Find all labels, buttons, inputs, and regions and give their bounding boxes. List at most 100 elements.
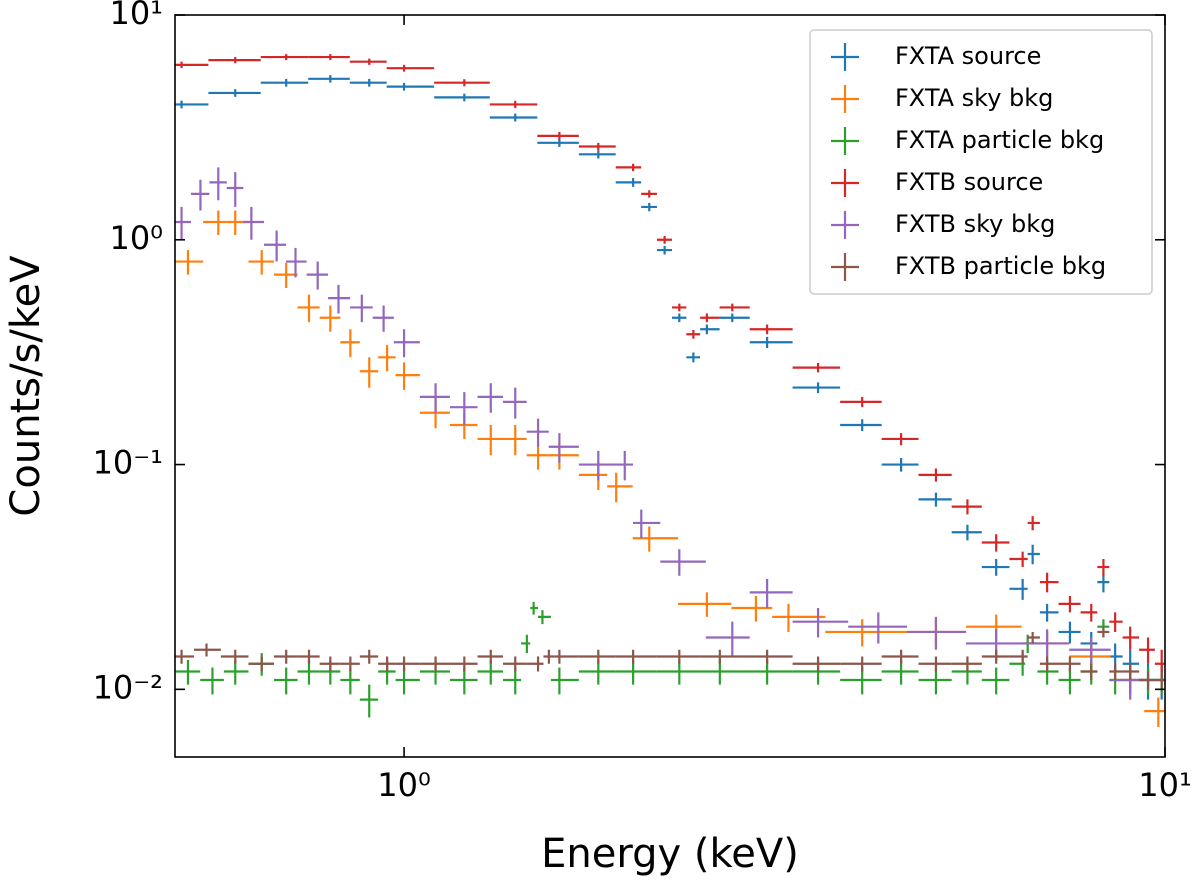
error-cross <box>395 362 420 390</box>
legend-label: FXTA sky bkg <box>895 84 1053 112</box>
x-tick-label: 10⁰ <box>377 766 431 804</box>
error-cross <box>190 179 210 211</box>
error-cross <box>530 601 539 615</box>
error-cross <box>611 450 634 481</box>
error-cross <box>1009 649 1028 664</box>
error-cross <box>918 656 952 672</box>
error-cross <box>449 392 478 425</box>
error-cross <box>273 649 298 664</box>
y-tick-label: 10¹ <box>109 0 163 32</box>
error-cross <box>966 614 1022 641</box>
error-cross <box>656 235 672 244</box>
error-cross <box>340 667 360 695</box>
error-cross <box>372 305 394 332</box>
legend-marker <box>831 43 859 71</box>
error-cross <box>1058 621 1081 644</box>
error-cross <box>1122 663 1140 681</box>
error-cross <box>578 660 616 685</box>
y-tick-label: 10⁻² <box>93 668 163 706</box>
error-cross <box>350 294 373 323</box>
legend-marker <box>831 211 859 239</box>
error-cross <box>503 667 522 695</box>
error-cross <box>700 324 720 335</box>
legend-label: FXTA source <box>895 42 1041 70</box>
error-cross <box>503 424 527 456</box>
error-cross <box>477 660 504 685</box>
error-cross <box>848 612 908 644</box>
error-cross <box>1080 603 1098 622</box>
error-cross <box>328 284 351 314</box>
error-cross <box>700 313 720 323</box>
error-cross <box>1027 516 1040 531</box>
error-cross <box>578 150 616 159</box>
error-cross <box>951 499 982 515</box>
legend-label: FXTA particle bkg <box>895 126 1104 154</box>
error-cross <box>1039 656 1059 672</box>
plot-frame <box>174 14 1166 758</box>
x-tick-label: 10¹ <box>1138 766 1192 804</box>
error-cross <box>749 336 793 349</box>
error-cross <box>521 634 531 654</box>
error-cross <box>526 442 549 470</box>
error-cross <box>1069 637 1111 664</box>
error-cross <box>840 667 882 695</box>
error-cross <box>386 64 435 72</box>
error-cross <box>981 649 1010 664</box>
error-cross <box>656 245 672 255</box>
error-cross <box>699 660 744 685</box>
error-cross <box>615 178 642 187</box>
error-cross <box>537 131 579 140</box>
error-cross <box>349 58 387 65</box>
error-cross <box>743 649 793 664</box>
error-cross <box>671 303 687 312</box>
error-cross <box>918 492 952 507</box>
error-cross <box>200 667 224 695</box>
error-cross <box>550 667 579 695</box>
error-cross <box>792 608 849 638</box>
error-cross <box>489 113 538 122</box>
error-cross <box>395 656 420 672</box>
error-cross <box>743 660 793 685</box>
error-cross <box>578 461 608 491</box>
error-cross <box>1139 637 1155 664</box>
error-cross <box>1109 612 1123 632</box>
error-cross <box>615 649 657 664</box>
error-cross <box>260 54 309 61</box>
error-cross <box>792 656 841 672</box>
error-cross <box>656 649 700 664</box>
error-cross <box>434 79 490 87</box>
error-cross <box>449 656 478 672</box>
error-cross <box>273 262 298 289</box>
error-cross <box>477 383 504 413</box>
error-cross <box>1039 572 1059 593</box>
error-cross <box>194 643 221 657</box>
error-cross <box>209 167 227 201</box>
error-cross <box>297 660 320 685</box>
error-cross <box>1097 626 1110 638</box>
error-cross <box>175 61 209 69</box>
error-cross <box>340 656 360 672</box>
error-cross <box>1097 559 1110 576</box>
error-cross <box>419 656 450 672</box>
error-cross <box>1080 631 1098 657</box>
error-cross <box>359 684 379 718</box>
error-cross <box>641 190 657 198</box>
error-cross <box>226 172 244 207</box>
error-cross <box>349 78 387 87</box>
legend-label: FXTB sky bkg <box>895 210 1055 238</box>
error-cross <box>393 329 420 358</box>
error-cross <box>615 660 657 685</box>
error-cross <box>632 526 679 552</box>
error-cross <box>175 649 195 664</box>
error-cross <box>1069 643 1111 672</box>
error-cross <box>686 352 701 363</box>
error-cross <box>477 649 504 664</box>
error-cross <box>840 419 882 432</box>
error-cross <box>1058 656 1081 672</box>
error-cross <box>660 549 706 576</box>
error-cross <box>792 382 841 394</box>
error-cross <box>749 578 793 609</box>
error-cross <box>248 656 274 672</box>
error-cross <box>208 89 261 97</box>
